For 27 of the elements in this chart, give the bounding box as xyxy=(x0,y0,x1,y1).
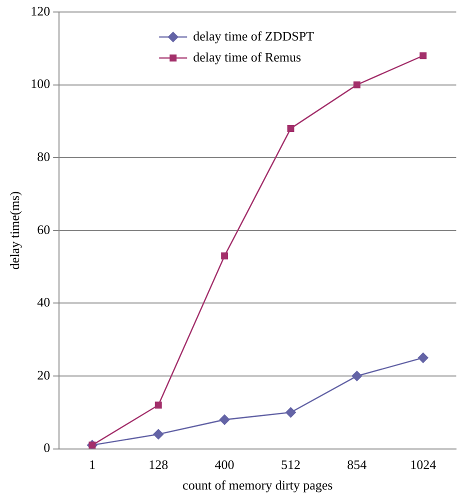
x-tick-label: 512 xyxy=(280,457,300,472)
point xyxy=(352,370,362,382)
y-tick-label: 60 xyxy=(37,222,50,237)
x-tick-label: 854 xyxy=(347,457,368,472)
point xyxy=(287,125,294,132)
x-tick-label: 128 xyxy=(148,457,168,472)
x-tick-label: 400 xyxy=(214,457,234,472)
y-tick-label: 80 xyxy=(37,149,50,164)
x-tick-label: 1024 xyxy=(410,457,437,472)
point xyxy=(418,352,428,363)
point xyxy=(221,252,228,260)
y-axis-title: delay time(ms) xyxy=(7,191,22,270)
point xyxy=(154,402,162,409)
y-tick-label: 120 xyxy=(30,3,50,18)
legend-label: delay time of ZDDSPT xyxy=(193,28,314,44)
x-axis-title: count of memory dirty pages xyxy=(182,478,333,493)
point xyxy=(353,81,360,88)
x-tick-label: 1 xyxy=(88,457,96,472)
point xyxy=(420,52,427,60)
legend-label: delay time of Remus xyxy=(193,49,302,64)
y-tick-label: 0 xyxy=(44,440,50,456)
y-tick-label: 20 xyxy=(37,367,50,382)
point xyxy=(153,429,164,440)
point xyxy=(286,407,296,418)
point xyxy=(219,414,230,425)
y-tick-label: 40 xyxy=(37,294,50,310)
y-tick-label: 100 xyxy=(30,76,50,92)
